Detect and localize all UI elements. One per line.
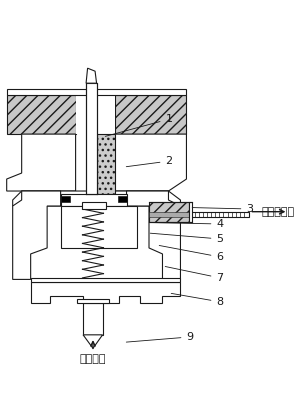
Polygon shape: [115, 95, 186, 134]
Polygon shape: [7, 134, 76, 191]
Text: 6: 6: [159, 245, 223, 262]
Bar: [61, 206, 137, 248]
Polygon shape: [83, 335, 103, 348]
Text: 9: 9: [126, 332, 194, 342]
Text: 通冷却水: 通冷却水: [80, 354, 106, 364]
Polygon shape: [13, 191, 61, 279]
Bar: [61, 194, 126, 206]
Bar: [86, 83, 97, 194]
Text: 通压缩空气: 通压缩空气: [261, 206, 294, 217]
Bar: [86, 95, 97, 134]
Text: 2: 2: [126, 156, 172, 167]
Bar: [97, 134, 115, 194]
Bar: [188, 201, 191, 222]
Bar: [7, 89, 186, 95]
Bar: [61, 196, 70, 201]
Text: 1: 1: [105, 114, 172, 136]
Bar: [82, 201, 106, 209]
Bar: [83, 303, 103, 335]
Bar: [31, 278, 181, 283]
Text: 4: 4: [150, 219, 224, 229]
Polygon shape: [126, 191, 181, 279]
Bar: [149, 212, 189, 217]
Polygon shape: [149, 201, 189, 222]
Polygon shape: [7, 95, 76, 134]
Polygon shape: [86, 68, 97, 83]
Bar: [76, 95, 115, 134]
Text: 8: 8: [171, 293, 224, 307]
Text: 3: 3: [192, 204, 253, 214]
Bar: [189, 212, 249, 217]
Text: 7: 7: [165, 267, 224, 283]
Polygon shape: [115, 134, 186, 191]
Bar: [77, 299, 109, 303]
Polygon shape: [13, 191, 181, 206]
Text: 5: 5: [150, 233, 223, 244]
Polygon shape: [31, 283, 181, 303]
Bar: [118, 196, 126, 201]
